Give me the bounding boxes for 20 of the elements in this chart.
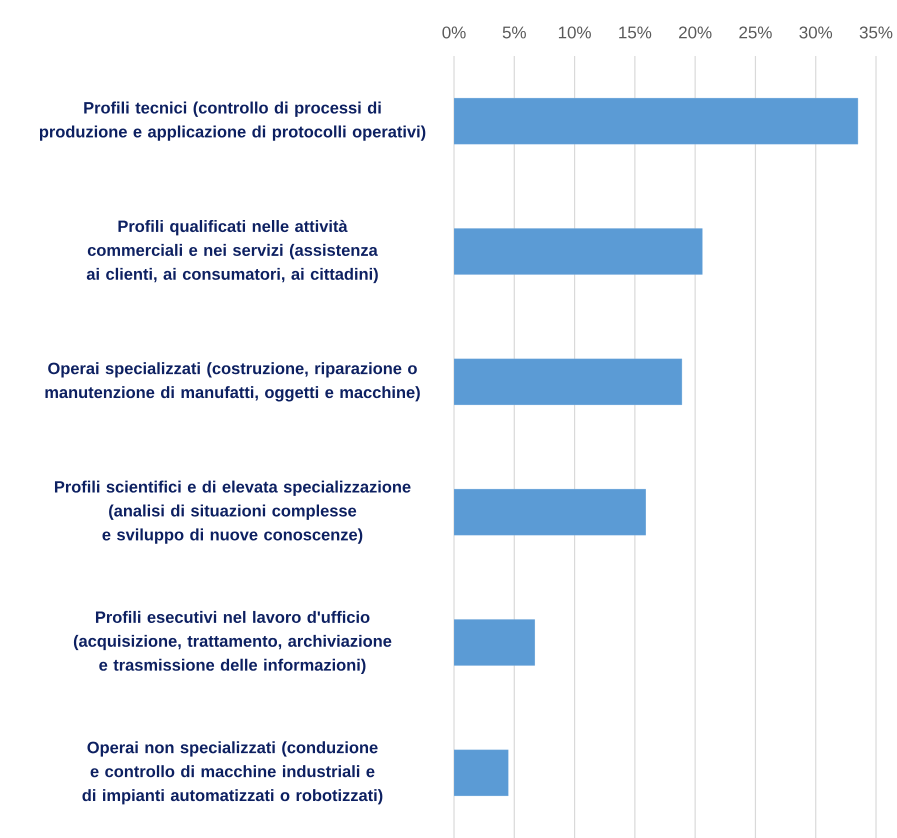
bar bbox=[454, 619, 535, 666]
bar bbox=[454, 98, 858, 144]
x-tick-label: 30% bbox=[799, 26, 832, 38]
x-tick-label: 10% bbox=[558, 26, 591, 38]
x-tick-label: 0% bbox=[442, 26, 466, 38]
x-tick-label: 35% bbox=[860, 26, 892, 38]
y-tick-label: Profili tecnici (controllo di processi di produzione e applicazione di protocolli operativi) bbox=[40, 102, 426, 141]
bar bbox=[454, 750, 508, 796]
bar bbox=[454, 358, 682, 406]
x-tick-label: 15% bbox=[619, 26, 652, 38]
y-tick-label: Profili scientifici e di elevata specializzazione (analisi di situazioni complesse e sviluppo di nuove conoscenze) bbox=[54, 480, 411, 544]
bar bbox=[454, 228, 703, 275]
y-tick-label: Profili qualificati nelle attività commerciali e nei servizi (assistenza ai clienti, ai consumatori, ai cittadini) bbox=[86, 220, 378, 284]
bar bbox=[454, 488, 646, 536]
y-tick-label: Operai specializzati (costruzione, riparazione o manutenzione di manufatti, oggetti e macchine) bbox=[45, 362, 420, 402]
y-tick-label: Profili esecutivi nel lavoro d'ufficio (acquisizione, trattamento, archiviazione e trasmissione delle informazioni) bbox=[74, 610, 392, 674]
x-tick-label: 5% bbox=[502, 26, 526, 38]
x-tick-label: 20% bbox=[679, 26, 712, 38]
x-tick-label: 25% bbox=[739, 26, 772, 38]
y-tick-label: Operai non specializzati (conduzione e controllo di macchine industriali e di impianti automatizzati o robotizzati) bbox=[82, 741, 382, 804]
